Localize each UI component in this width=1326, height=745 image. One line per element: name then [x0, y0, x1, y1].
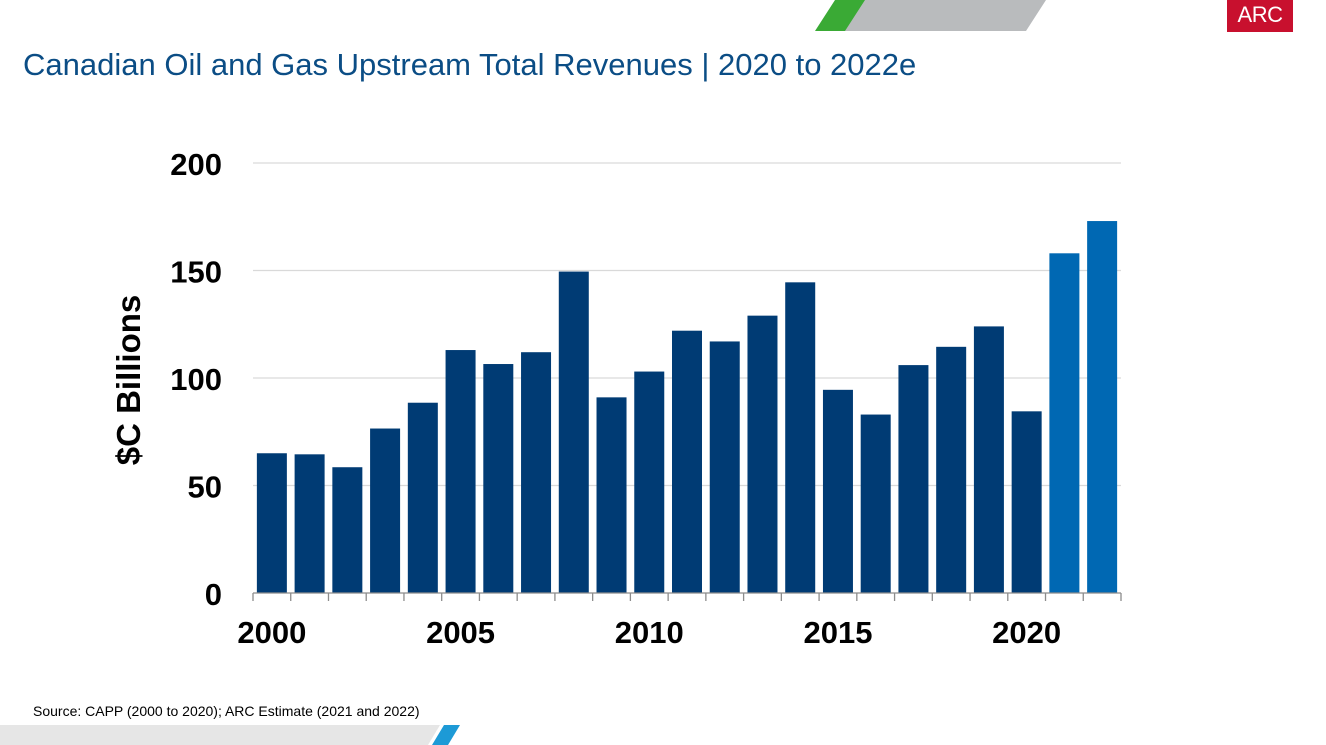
- bar-2001: [294, 454, 325, 593]
- bar-2002: [332, 467, 363, 593]
- bar-2008: [558, 271, 589, 593]
- footer-gray-stripe: [0, 725, 440, 745]
- y-tick-label: 100: [170, 362, 222, 397]
- bar-2013: [747, 315, 778, 593]
- bar-2017: [898, 365, 929, 593]
- bar-2019: [973, 326, 1004, 593]
- arc-logo: ARC: [1227, 0, 1293, 32]
- bar-2012: [709, 341, 740, 593]
- bar-2000: [256, 453, 287, 593]
- bar-2015: [822, 389, 853, 593]
- bar-2004: [407, 402, 438, 593]
- page-title: Canadian Oil and Gas Upstream Total Reve…: [23, 47, 917, 82]
- bar-2021: [1049, 253, 1080, 594]
- bar-2022: [1087, 221, 1118, 594]
- x-tick-label: 2020: [992, 615, 1061, 650]
- bar-2009: [596, 397, 627, 593]
- y-tick-label: 200: [170, 147, 222, 182]
- header-decoration: [815, 0, 1046, 31]
- y-tick-label: 150: [170, 255, 222, 290]
- bar-2003: [370, 428, 401, 593]
- x-tick-label: 2005: [426, 615, 495, 650]
- bar-2014: [785, 282, 816, 593]
- x-tick-label: 2015: [803, 615, 872, 650]
- y-axis-label: $C Billions: [110, 295, 147, 466]
- y-tick-label: 50: [188, 470, 222, 505]
- footer-blue-stripe: [432, 725, 460, 745]
- y-tick-label: 0: [205, 577, 222, 612]
- x-tick-label: 2000: [237, 615, 306, 650]
- bar-2011: [672, 330, 702, 593]
- bar-2016: [860, 414, 891, 593]
- bar-2005: [445, 350, 476, 593]
- revenue-bar-chart: 0 50 100 150 200 2000 2005 2010 2015 2020 $C Bill…: [110, 147, 1122, 650]
- bar-2010: [634, 371, 665, 593]
- bar-2020: [1011, 411, 1042, 593]
- source-note: Source: CAPP (2000 to 2020); ARC Estimat…: [33, 703, 420, 719]
- header-gray-stripe: [845, 0, 1046, 31]
- bar-2018: [936, 346, 967, 593]
- x-tick-label: 2010: [615, 615, 684, 650]
- header-green-stripe: [815, 0, 866, 31]
- bar-2007: [521, 352, 552, 593]
- bar-2006: [483, 364, 514, 593]
- footer-decoration: [0, 725, 460, 745]
